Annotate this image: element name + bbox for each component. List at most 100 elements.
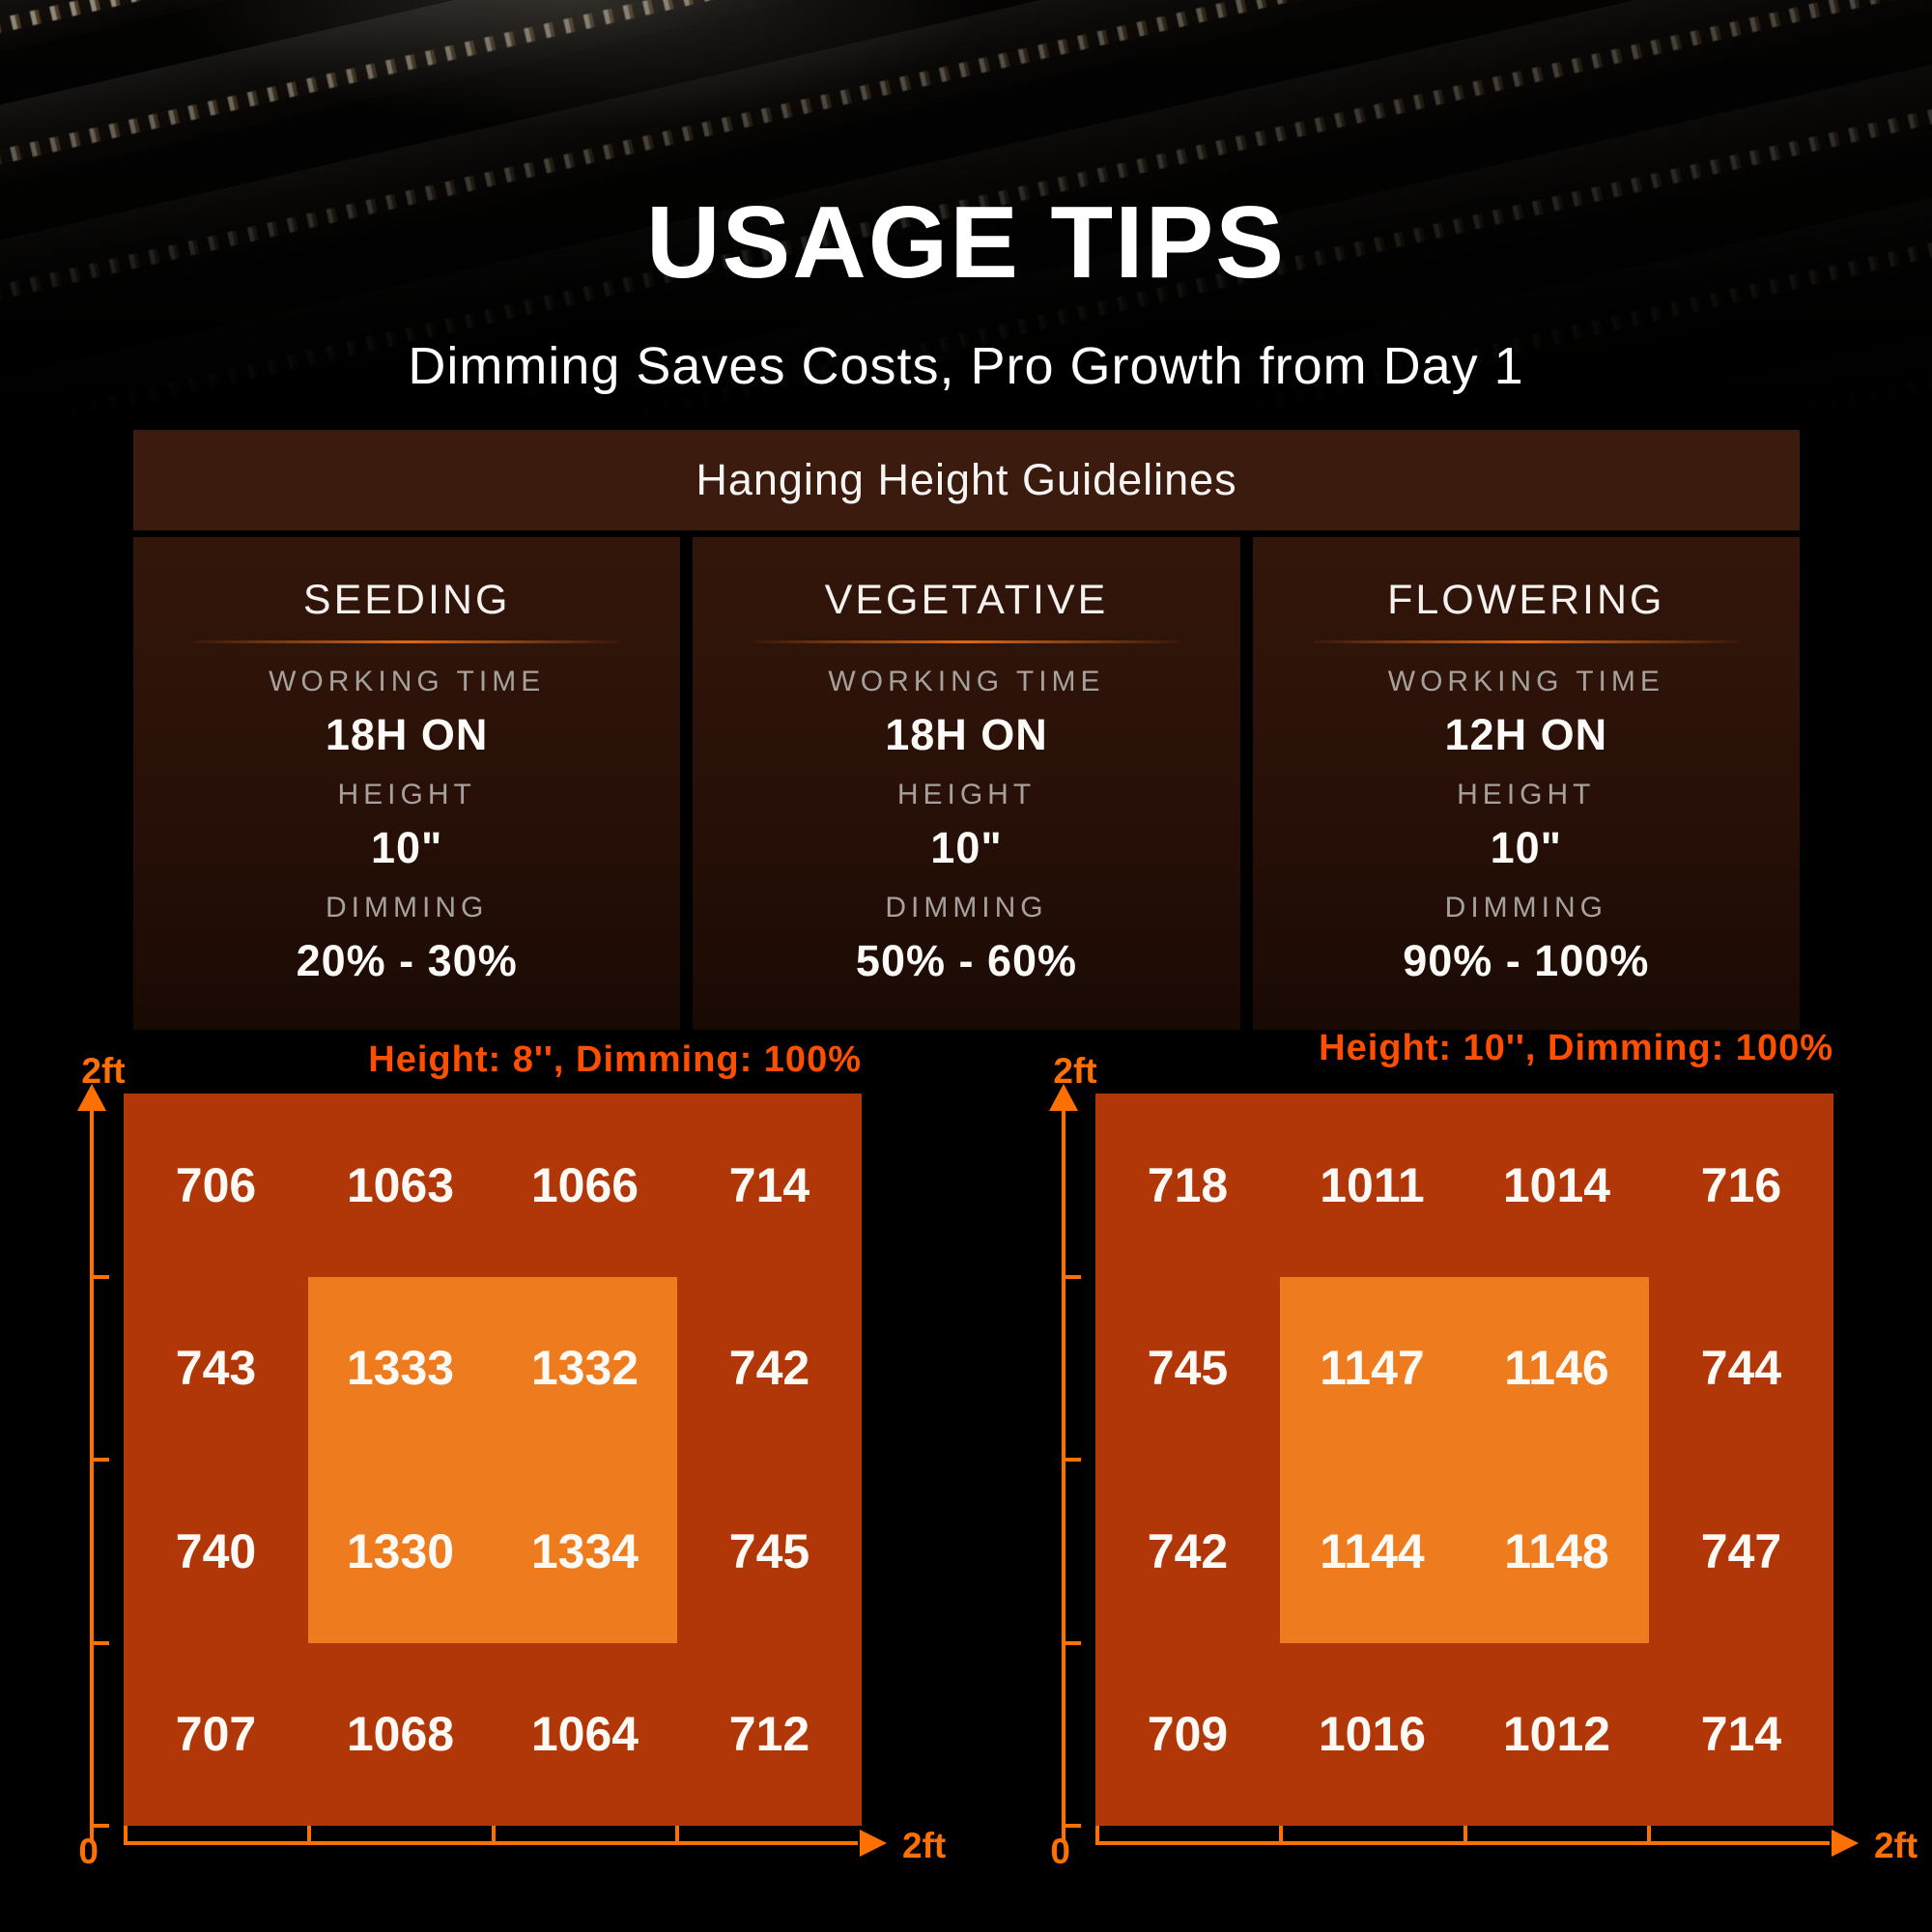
- height-label: HEIGHT: [896, 779, 1037, 810]
- dimming-label: DIMMING: [1444, 892, 1607, 923]
- working-time-label: WORKING TIME: [269, 666, 546, 697]
- axis-tick: [1647, 1826, 1651, 1841]
- dimming-value: 90% - 100%: [1403, 936, 1650, 985]
- ppfd-value: 714: [1700, 1707, 1782, 1762]
- dimming-value: 50% - 60%: [855, 936, 1078, 985]
- stage-title: VEGETATIVE: [824, 577, 1109, 623]
- ppfd-grid: 706 1063 1066 714 743 1333 1332 742 740 …: [124, 1094, 862, 1826]
- stage-title: FLOWERING: [1387, 577, 1665, 623]
- guidelines-panel: Hanging Height Guidelines SEEDING WORKIN…: [133, 430, 1800, 1030]
- stage-columns: SEEDING WORKING TIME 18H ON HEIGHT 10" D…: [133, 537, 1800, 1030]
- ppfd-value: 1146: [1504, 1341, 1609, 1396]
- ppfd-value: 742: [728, 1341, 810, 1396]
- ppfd-value: 1066: [530, 1157, 639, 1212]
- dimming-label: DIMMING: [885, 892, 1048, 923]
- stage-column-flowering: FLOWERING WORKING TIME 12H ON HEIGHT 10"…: [1252, 537, 1800, 1030]
- ppfd-chart-10in: Height: 10'', Dimming: 100% 2ft 718 1011…: [1010, 1014, 1932, 1903]
- dimming-value: 20% - 30%: [296, 936, 518, 985]
- ppfd-value: 716: [1700, 1157, 1782, 1212]
- page-subtitle: Dimming Saves Costs, Pro Growth from Day…: [408, 337, 1524, 395]
- height-label: HEIGHT: [337, 779, 476, 810]
- axis-tick: [124, 1826, 128, 1841]
- ppfd-value: 1332: [530, 1341, 639, 1396]
- ppfd-value: 1330: [346, 1523, 455, 1578]
- high-ppfd-zone: [1280, 1276, 1649, 1643]
- ppfd-value: 1016: [1318, 1707, 1427, 1762]
- ppfd-value: 745: [728, 1523, 810, 1578]
- ppfd-value: 718: [1147, 1157, 1229, 1212]
- height-label: HEIGHT: [1457, 779, 1596, 810]
- stage-title: SEEDING: [302, 577, 511, 623]
- height-value: 10": [1490, 823, 1563, 872]
- axis-tick: [492, 1826, 496, 1841]
- origin-label: 0: [1050, 1832, 1070, 1871]
- axis-tick: [1279, 1826, 1283, 1841]
- height-value: 10": [370, 823, 443, 872]
- x-axis: [1095, 1841, 1830, 1845]
- axis-tick: [307, 1826, 311, 1841]
- guidelines-header: Hanging Height Guidelines: [133, 430, 1800, 530]
- ppfd-chart-8in: Height: 8'', Dimming: 100% 2ft 706 1063 …: [39, 1014, 995, 1903]
- ppfd-value: 1014: [1502, 1157, 1611, 1212]
- chart-field: 706 1063 1066 714 743 1333 1332 742 740 …: [124, 1094, 862, 1826]
- x-axis-arrow-icon: [1832, 1830, 1859, 1857]
- ppfd-value: 1334: [530, 1523, 639, 1578]
- high-ppfd-zone: [308, 1276, 677, 1643]
- axis-tick: [92, 1641, 109, 1645]
- axis-tick: [1463, 1826, 1467, 1841]
- ppfd-value: 740: [175, 1523, 257, 1578]
- stage-divider: [753, 640, 1179, 643]
- ppfd-value: 1333: [346, 1341, 455, 1396]
- height-value: 10": [930, 823, 1003, 872]
- chart-field: 718 1011 1014 716 745 1147 1146 744 742 …: [1095, 1094, 1833, 1826]
- axis-tick: [92, 1458, 109, 1462]
- axis-tick: [1095, 1826, 1099, 1841]
- hero-photo: [0, 0, 1932, 541]
- ppfd-value: 744: [1700, 1341, 1782, 1396]
- stage-divider: [194, 640, 620, 643]
- working-time-value: 18H ON: [325, 710, 489, 759]
- ppfd-value: 1064: [530, 1707, 639, 1762]
- working-time-value: 18H ON: [885, 710, 1048, 759]
- dimming-label: DIMMING: [326, 892, 489, 923]
- origin-label: 0: [78, 1832, 99, 1871]
- working-time-value: 12H ON: [1444, 710, 1608, 759]
- ppfd-value: 1011: [1320, 1157, 1425, 1212]
- ppfd-value: 745: [1147, 1341, 1229, 1396]
- x-axis: [124, 1841, 858, 1845]
- stage-divider: [1313, 640, 1739, 643]
- ppfd-value: 712: [728, 1707, 810, 1762]
- working-time-label: WORKING TIME: [1387, 666, 1664, 697]
- stage-column-vegetative: VEGETATIVE WORKING TIME 18H ON HEIGHT 10…: [693, 537, 1240, 1030]
- chart-title: Height: 8'', Dimming: 100%: [368, 1039, 862, 1080]
- axis-tick: [92, 1824, 109, 1828]
- axis-tick: [1064, 1275, 1081, 1279]
- ppfd-value: 1068: [346, 1707, 455, 1762]
- y-axis: [1062, 1111, 1065, 1843]
- ppfd-value: 742: [1147, 1523, 1229, 1578]
- ppfd-grid: 718 1011 1014 716 745 1147 1146 744 742 …: [1095, 1094, 1833, 1826]
- x-axis-max-label: 2ft: [1874, 1826, 1918, 1865]
- y-axis-arrow-icon: [77, 1084, 106, 1111]
- axis-tick: [1064, 1458, 1081, 1462]
- ppfd-value: 1148: [1504, 1523, 1609, 1578]
- axis-tick: [1064, 1641, 1081, 1645]
- ppfd-value: 1144: [1320, 1523, 1425, 1578]
- ppfd-value: 706: [175, 1157, 257, 1212]
- ppfd-value: 1012: [1502, 1707, 1611, 1762]
- ppfd-value: 709: [1147, 1707, 1229, 1762]
- axis-tick: [92, 1275, 109, 1279]
- ppfd-value: 743: [175, 1341, 257, 1396]
- x-axis-arrow-icon: [860, 1830, 887, 1857]
- axis-tick: [1064, 1824, 1081, 1828]
- y-axis: [90, 1111, 94, 1843]
- ppfd-value: 1063: [346, 1157, 455, 1212]
- chart-title: Height: 10'', Dimming: 100%: [1319, 1028, 1833, 1068]
- ppfd-value: 1147: [1320, 1341, 1425, 1396]
- stage-column-seeding: SEEDING WORKING TIME 18H ON HEIGHT 10" D…: [133, 537, 681, 1030]
- x-axis-max-label: 2ft: [902, 1826, 947, 1865]
- ppfd-value: 707: [175, 1707, 257, 1762]
- ppfd-value: 747: [1700, 1523, 1782, 1578]
- y-axis-arrow-icon: [1049, 1084, 1078, 1111]
- ppfd-value: 714: [728, 1157, 810, 1212]
